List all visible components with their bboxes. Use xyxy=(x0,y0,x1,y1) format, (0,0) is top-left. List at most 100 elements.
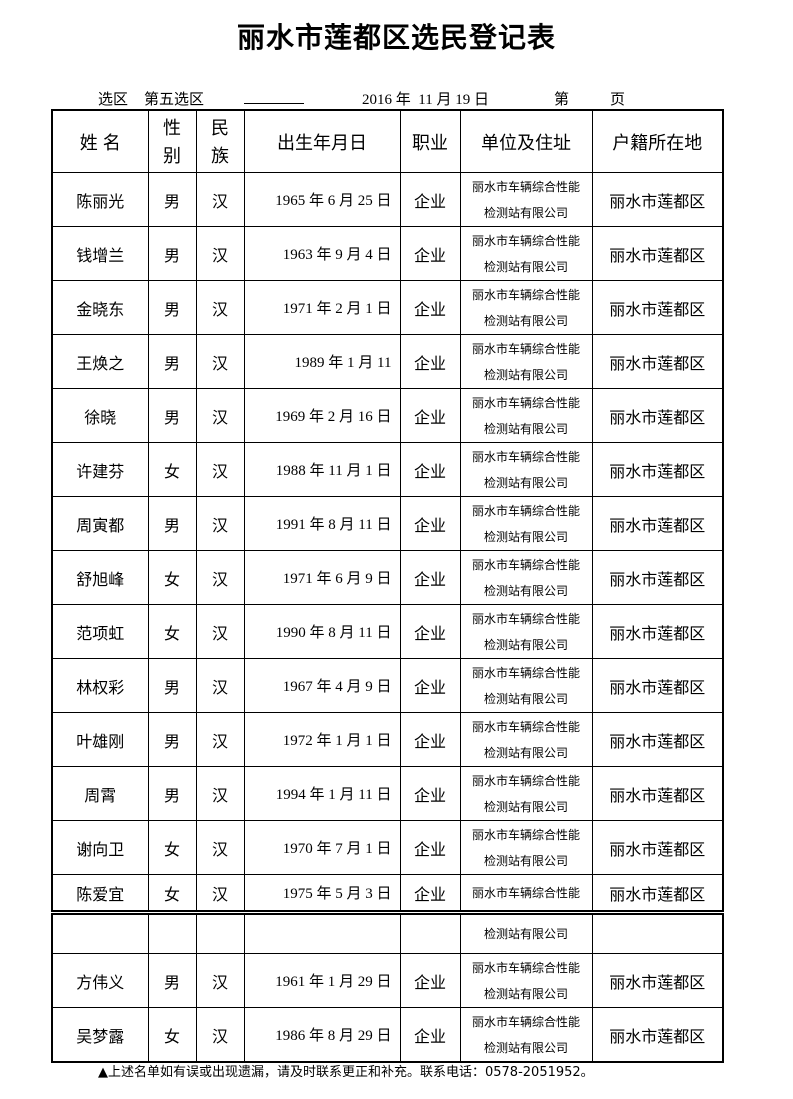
table-cell: 汉 xyxy=(195,766,245,821)
table-cell: 丽水市莲都区 xyxy=(591,442,724,497)
table-row: 范项虹女汉 1990 年 8 月 11 日企业 丽水市车辆综合性能 检测站有限公司 丽水… xyxy=(51,604,724,659)
address-cell: 丽水市车辆综合性能 检测站有限公司 xyxy=(459,1007,593,1063)
table-row: 吴梦露女汉 1986 年 8 月 29 日企业 丽水市车辆综合性能 检测站有限公司 丽水… xyxy=(51,1007,724,1063)
address-cell: 丽水市车辆综合性能 xyxy=(459,874,593,912)
address-line-2: 检测站有限公司 xyxy=(483,583,568,598)
table-cell: 1970 年 7 月 1 日 xyxy=(243,820,401,875)
table-cell: 1989 年 1 月 11 xyxy=(243,334,401,389)
table-cell: 男 xyxy=(147,766,197,821)
table-cell: 丽水市莲都区 xyxy=(591,604,724,659)
table-cell: 徐晓 xyxy=(51,388,149,443)
table-cell: 企业 xyxy=(399,1007,461,1063)
column-header-char: 别 xyxy=(163,145,181,166)
table-cell: 1991 年 8 月 11 日 xyxy=(243,496,401,551)
table-cell: 丽水市莲都区 xyxy=(591,1007,724,1063)
table-row: 舒旭峰女汉 1971 年 6 月 9 日企业 丽水市车辆综合性能 检测站有限公司 丽水市… xyxy=(51,550,724,605)
address-line-2: 检测站有限公司 xyxy=(483,205,568,220)
table-cell xyxy=(51,913,149,954)
table-cell xyxy=(243,913,401,954)
table-cell: 汉 xyxy=(195,874,245,912)
table-cell: 1994 年 1 月 11 日 xyxy=(243,766,401,821)
address-line-1: 丽水市车辆综合性能 xyxy=(471,233,580,248)
address-line-2: 检测站有限公司 xyxy=(483,529,568,544)
address-line-2: 检测站有限公司 xyxy=(483,259,568,274)
table-cell: 1961 年 1 月 29 日 xyxy=(243,953,401,1008)
table-cell: 丽水市莲都区 xyxy=(591,766,724,821)
address-line-2: 检测站有限公司 xyxy=(483,367,568,382)
page-label-1: 第 xyxy=(554,92,570,108)
table-row: 周寅都男汉 1991 年 8 月 11 日企业 丽水市车辆综合性能 检测站有限公司 丽水… xyxy=(51,496,724,551)
column-header-char: 性 xyxy=(163,117,181,138)
address-cell: 丽水市车辆综合性能 检测站有限公司 xyxy=(459,550,593,605)
table-row: 金晓东男汉 1971 年 2 月 1 日企业 丽水市车辆综合性能 检测站有限公司 丽水市… xyxy=(51,280,724,335)
district-value: 第五选区 xyxy=(128,88,245,110)
district-label: 选区 xyxy=(98,92,129,108)
table-cell: 企业 xyxy=(399,874,461,912)
column-header: 民族 xyxy=(195,109,245,173)
table-cell: 汉 xyxy=(195,280,245,335)
address-cell: 丽水市车辆综合性能 检测站有限公司 xyxy=(459,766,593,821)
table-cell: 女 xyxy=(147,442,197,497)
table-cell: 企业 xyxy=(399,496,461,551)
continuation-row: 检测站有限公司 xyxy=(51,913,724,954)
table-cell: 汉 xyxy=(195,604,245,659)
address-cell: 检测站有限公司 xyxy=(459,913,593,954)
table-cell: 王焕之 xyxy=(51,334,149,389)
table-cell: 丽水市莲都区 xyxy=(591,280,724,335)
table-cell: 1972 年 1 月 1 日 xyxy=(243,712,401,767)
address-cell: 丽水市车辆综合性能 检测站有限公司 xyxy=(459,172,593,227)
column-header: 姓 名 xyxy=(51,109,149,173)
table-cell: 丽水市莲都区 xyxy=(591,550,724,605)
table-cell: 男 xyxy=(147,334,197,389)
table-cell: 汉 xyxy=(195,442,245,497)
address-line-1: 丽水市车辆综合性能 xyxy=(471,773,580,788)
address-line-2: 检测站有限公司 xyxy=(483,799,568,814)
table-cell: 汉 xyxy=(195,334,245,389)
table-cell: 吴梦露 xyxy=(51,1007,149,1063)
table-cell: 女 xyxy=(147,820,197,875)
address-line-2: 检测站有限公司 xyxy=(483,691,568,706)
address-line-1: 丽水市车辆综合性能 xyxy=(471,885,580,900)
table-cell: 男 xyxy=(147,658,197,713)
table-cell: 1967 年 4 月 9 日 xyxy=(243,658,401,713)
address-cell: 丽水市车辆综合性能 检测站有限公司 xyxy=(459,280,593,335)
address-line-2: 检测站有限公司 xyxy=(483,1040,568,1055)
column-header: 出生年月日 xyxy=(243,109,401,173)
table-cell: 企业 xyxy=(399,388,461,443)
table-cell: 金晓东 xyxy=(51,280,149,335)
table-cell: 汉 xyxy=(195,496,245,551)
address-line-1: 丽水市车辆综合性能 xyxy=(471,719,580,734)
table-cell xyxy=(147,913,197,954)
table-row: 陈丽光男汉 1965 年 6 月 25 日企业 丽水市车辆综合性能 检测站有限公司 丽水… xyxy=(51,172,724,227)
table-row: 许建芬女汉 1988 年 11 月 1 日企业 丽水市车辆综合性能 检测站有限公司 丽水… xyxy=(51,442,724,497)
address-line-2: 检测站有限公司 xyxy=(483,421,568,436)
address-line-2: 检测站有限公司 xyxy=(483,853,568,868)
address-cell: 丽水市车辆综合性能 检测站有限公司 xyxy=(459,334,593,389)
table-cell: 1988 年 11 月 1 日 xyxy=(243,442,401,497)
table-cell: 企业 xyxy=(399,280,461,335)
address-line-2: 检测站有限公司 xyxy=(483,475,568,490)
table-cell: 1971 年 2 月 1 日 xyxy=(243,280,401,335)
address-line-1: 丽水市车辆综合性能 xyxy=(471,287,580,302)
table-cell: 女 xyxy=(147,1007,197,1063)
table-cell: 男 xyxy=(147,953,197,1008)
table-cell: 企业 xyxy=(399,442,461,497)
address-line-2: 检测站有限公司 xyxy=(483,986,568,1001)
table-cell: 1971 年 6 月 9 日 xyxy=(243,550,401,605)
table-cell: 汉 xyxy=(195,1007,245,1063)
table-row: 王焕之男汉 1989 年 1 月 11 企业 丽水市车辆综合性能 检测站有限公司 丽水市莲… xyxy=(51,334,724,389)
table-cell: 汉 xyxy=(195,172,245,227)
table-row: 叶雄刚男汉 1972 年 1 月 1 日企业 丽水市车辆综合性能 检测站有限公司 丽水市… xyxy=(51,712,724,767)
table-cell: 汉 xyxy=(195,712,245,767)
table-cell: 男 xyxy=(147,712,197,767)
table-row: 林权彩男汉 1967 年 4 月 9 日企业 丽水市车辆综合性能 检测站有限公司 丽水市… xyxy=(51,658,724,713)
table-cell: 周霄 xyxy=(51,766,149,821)
page-title: 丽水市莲都区选民登记表 xyxy=(236,21,556,54)
table-cell: 企业 xyxy=(399,953,461,1008)
table-cell: 丽水市莲都区 xyxy=(591,226,724,281)
address-line-2: 检测站有限公司 xyxy=(483,637,568,652)
table-cell: 1990 年 8 月 11 日 xyxy=(243,604,401,659)
table-cell: 丽水市莲都区 xyxy=(591,334,724,389)
table-cell: 汉 xyxy=(195,550,245,605)
table-cell: 女 xyxy=(147,874,197,912)
